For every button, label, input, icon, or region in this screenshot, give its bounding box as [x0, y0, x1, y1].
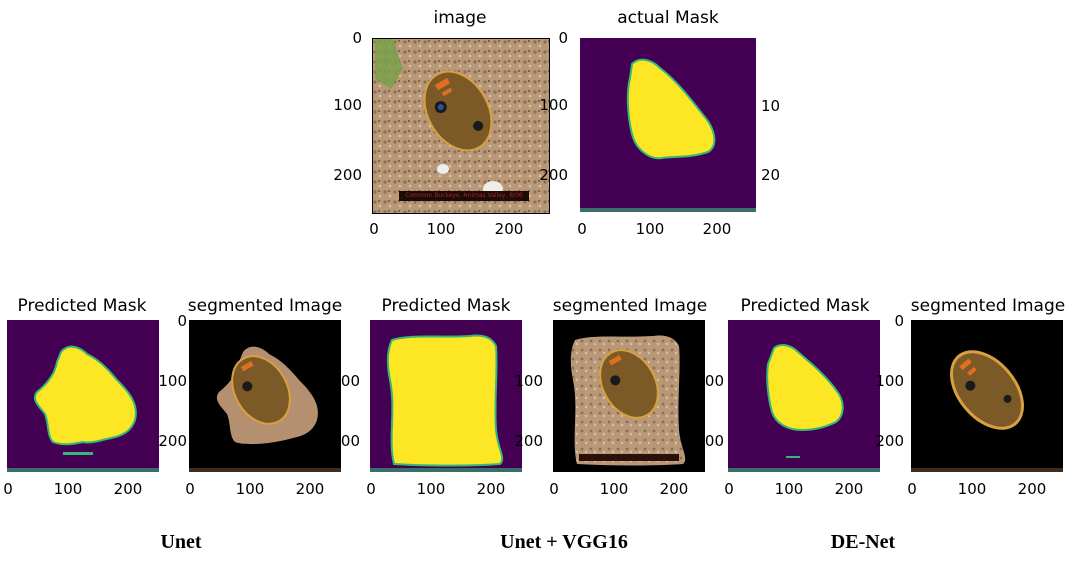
- y-tick: 0: [558, 29, 568, 47]
- x-tick: 100: [599, 480, 629, 498]
- segmented-image-title: segmented Image: [910, 296, 1066, 316]
- x-tick: 0: [3, 480, 13, 498]
- x-tick: 0: [366, 480, 376, 498]
- x-tick: 0: [724, 480, 734, 498]
- unet-segmented-image: [189, 320, 341, 472]
- denet-segmented-image: [911, 320, 1063, 472]
- x-tick: 200: [702, 220, 732, 238]
- model-label-unet: Unet: [160, 531, 202, 553]
- x-tick: 100: [426, 220, 456, 238]
- segmented-image-title: segmented Image: [187, 296, 343, 316]
- y-tick: 100: [333, 96, 362, 114]
- edge-tick: 20: [761, 166, 781, 184]
- x-tick: 0: [577, 220, 587, 238]
- y-tick: 200: [875, 432, 904, 450]
- x-tick: 200: [476, 480, 506, 498]
- x-tick: 100: [235, 480, 265, 498]
- x-tick: 200: [834, 480, 864, 498]
- predicted-mask-title: Predicted Mask: [740, 296, 870, 316]
- x-tick: 0: [369, 220, 379, 238]
- vgg-segmented-image: [553, 320, 705, 472]
- y-tick: 0: [352, 29, 362, 47]
- y-tick: 200: [695, 432, 724, 450]
- x-tick: 200: [494, 220, 524, 238]
- segmented-image-title: segmented Image: [552, 296, 708, 316]
- actual-mask-title: actual Mask: [617, 8, 719, 28]
- predicted-mask-title: Predicted Mask: [17, 296, 147, 316]
- y-tick: 200: [331, 432, 360, 450]
- x-tick: 100: [957, 480, 987, 498]
- x-tick: 200: [113, 480, 143, 498]
- y-tick: 100: [331, 372, 360, 390]
- unet-predicted-mask-image: [7, 320, 159, 472]
- x-tick: 100: [53, 480, 83, 498]
- model-label-denet: DE-Net: [830, 531, 896, 553]
- denet-predicted-mask-image: [728, 320, 880, 472]
- y-tick: 0: [894, 312, 904, 330]
- edge-tick: 10: [761, 97, 781, 115]
- x-tick: 0: [185, 480, 195, 498]
- x-tick: 100: [774, 480, 804, 498]
- y-tick: 0: [177, 312, 187, 330]
- x-tick: 200: [295, 480, 325, 498]
- butterfly-photo: Common Buckeye, Animas Valley, 8/06: [372, 38, 550, 214]
- image-title: image: [433, 8, 487, 28]
- y-tick: 100: [539, 96, 568, 114]
- x-tick: 100: [416, 480, 446, 498]
- y-tick: 200: [539, 166, 568, 184]
- predicted-mask-title: Predicted Mask: [381, 296, 511, 316]
- y-tick: 100: [158, 372, 187, 390]
- x-tick: 0: [549, 480, 559, 498]
- model-label-vgg16: Unet + VGG16: [500, 531, 628, 553]
- x-tick: 200: [1017, 480, 1047, 498]
- y-tick: 200: [333, 166, 362, 184]
- x-tick: 200: [659, 480, 689, 498]
- y-tick: 100: [875, 372, 904, 390]
- y-tick: 100: [514, 372, 543, 390]
- photo-caption: Common Buckeye, Animas Valley, 8/06: [399, 191, 529, 201]
- x-tick: 0: [907, 480, 917, 498]
- actual-mask-image: [580, 38, 756, 212]
- x-tick: 100: [635, 220, 665, 238]
- y-tick: 100: [695, 372, 724, 390]
- y-tick: 200: [514, 432, 543, 450]
- vgg-predicted-mask-image: [370, 320, 522, 472]
- y-tick: 200: [158, 432, 187, 450]
